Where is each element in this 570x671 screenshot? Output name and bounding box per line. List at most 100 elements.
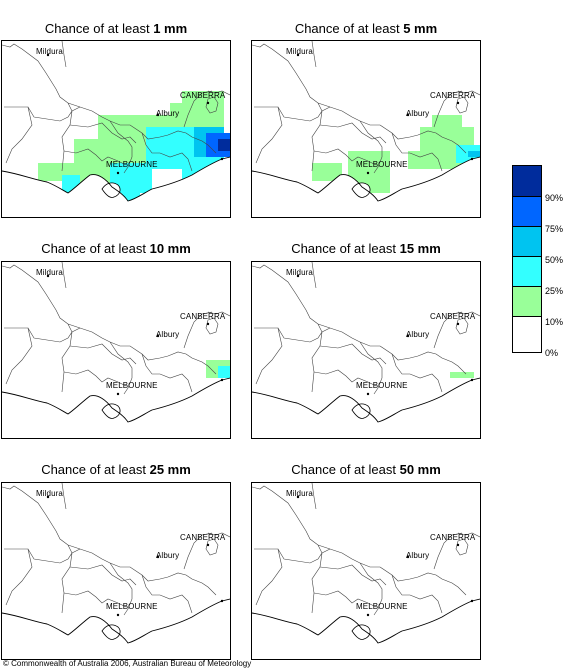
rain-cell (176, 121, 182, 127)
rain-cell (146, 151, 152, 157)
rain-cell (134, 169, 140, 175)
rain-cell (206, 103, 212, 109)
rain-cell (200, 145, 206, 151)
rain-cell (224, 133, 230, 139)
city-dot (366, 392, 370, 396)
rain-cell (212, 151, 218, 157)
rain-cell (224, 151, 230, 157)
rain-cell (354, 151, 360, 157)
rain-cell (146, 163, 152, 169)
rain-cell (62, 181, 68, 187)
rain-cell (206, 91, 212, 97)
district-boundary (359, 562, 383, 616)
rain-cell (212, 372, 218, 378)
rain-cell (74, 145, 80, 151)
rain-cell (146, 133, 152, 139)
district-boundary (311, 41, 480, 96)
coastline (2, 156, 230, 202)
district-boundary (2, 43, 217, 154)
city-dot (406, 555, 410, 559)
rain-cell (450, 372, 456, 378)
rain-cell (188, 157, 194, 163)
rain-cell (134, 175, 140, 181)
map-50mm: Mildura CANBERRA Albury MELBOURNE (251, 482, 481, 660)
rain-cell (432, 133, 438, 139)
rain-cell (92, 145, 98, 151)
rain-cell (450, 145, 456, 151)
district-boundary (205, 96, 219, 114)
rain-cell (438, 139, 444, 145)
rain-cell (318, 163, 324, 169)
rain-cell (158, 115, 164, 121)
rain-cell (86, 151, 92, 157)
rain-cell (164, 151, 170, 157)
district-boundary (61, 544, 73, 614)
rain-cell (444, 163, 450, 169)
rain-cell (212, 127, 218, 133)
rain-cell (152, 163, 158, 169)
rain-cell (92, 157, 98, 163)
rain-cell (122, 115, 128, 121)
legend-label-50: 50% (545, 255, 564, 265)
rain-cell (432, 139, 438, 145)
rain-cell (336, 169, 342, 175)
rain-cell (104, 163, 110, 169)
rain-cell (110, 157, 116, 163)
rain-cell (420, 151, 426, 157)
rain-cell (212, 366, 218, 372)
rain-cell (128, 133, 134, 139)
district-boundary (4, 548, 81, 564)
rain-cell (206, 372, 212, 378)
rain-cell (122, 181, 128, 187)
rain-cell (158, 145, 164, 151)
legend (512, 165, 542, 353)
district-boundary (311, 102, 323, 172)
rain-cell (468, 151, 474, 157)
rain-cell (456, 133, 462, 139)
rain-cell (354, 163, 360, 169)
rain-cell (360, 151, 366, 157)
rain-cell (206, 151, 212, 157)
rain-cell (224, 366, 230, 372)
rain-cell (104, 175, 110, 181)
rain-cell (212, 145, 218, 151)
district-boundary (391, 574, 443, 614)
panel-title-25mm: Chance of at least 25 mm (41, 462, 191, 477)
rain-cell (194, 139, 200, 145)
rain-cell (86, 145, 92, 151)
district-boundary (313, 590, 377, 608)
rain-cell (128, 139, 134, 145)
district-boundary (254, 548, 331, 564)
rain-cell (444, 127, 450, 133)
rain-cell (170, 157, 176, 163)
district-boundary (255, 106, 283, 164)
rain-cell (188, 115, 194, 121)
city-dot (220, 157, 224, 161)
rain-cell (360, 169, 366, 175)
rain-cell (62, 169, 68, 175)
legend-swatch-0 (513, 316, 541, 346)
rain-cell (134, 139, 140, 145)
rain-cell (444, 121, 450, 127)
rain-cell (128, 163, 134, 169)
rain-cell (372, 181, 378, 187)
district-boundary (69, 564, 137, 586)
rain-cell (152, 121, 158, 127)
city-dot (406, 113, 410, 117)
rain-cell (164, 145, 170, 151)
city-dot (220, 599, 224, 603)
rain-cell (170, 127, 176, 133)
rain-cell (194, 133, 200, 139)
rain-cell (74, 157, 80, 163)
district-boundary (252, 264, 467, 375)
rain-cell (450, 151, 456, 157)
map-svg (2, 262, 230, 438)
rain-cell (158, 157, 164, 163)
place-label-canberra: CANBERRA (180, 533, 226, 542)
rain-cell (188, 163, 194, 169)
city-dot (156, 113, 160, 117)
rain-cell (80, 157, 86, 163)
place-label-melbourne: MELBOURNE (106, 602, 158, 611)
place-label-albury: Albury (156, 551, 180, 560)
rain-cell (360, 175, 366, 181)
